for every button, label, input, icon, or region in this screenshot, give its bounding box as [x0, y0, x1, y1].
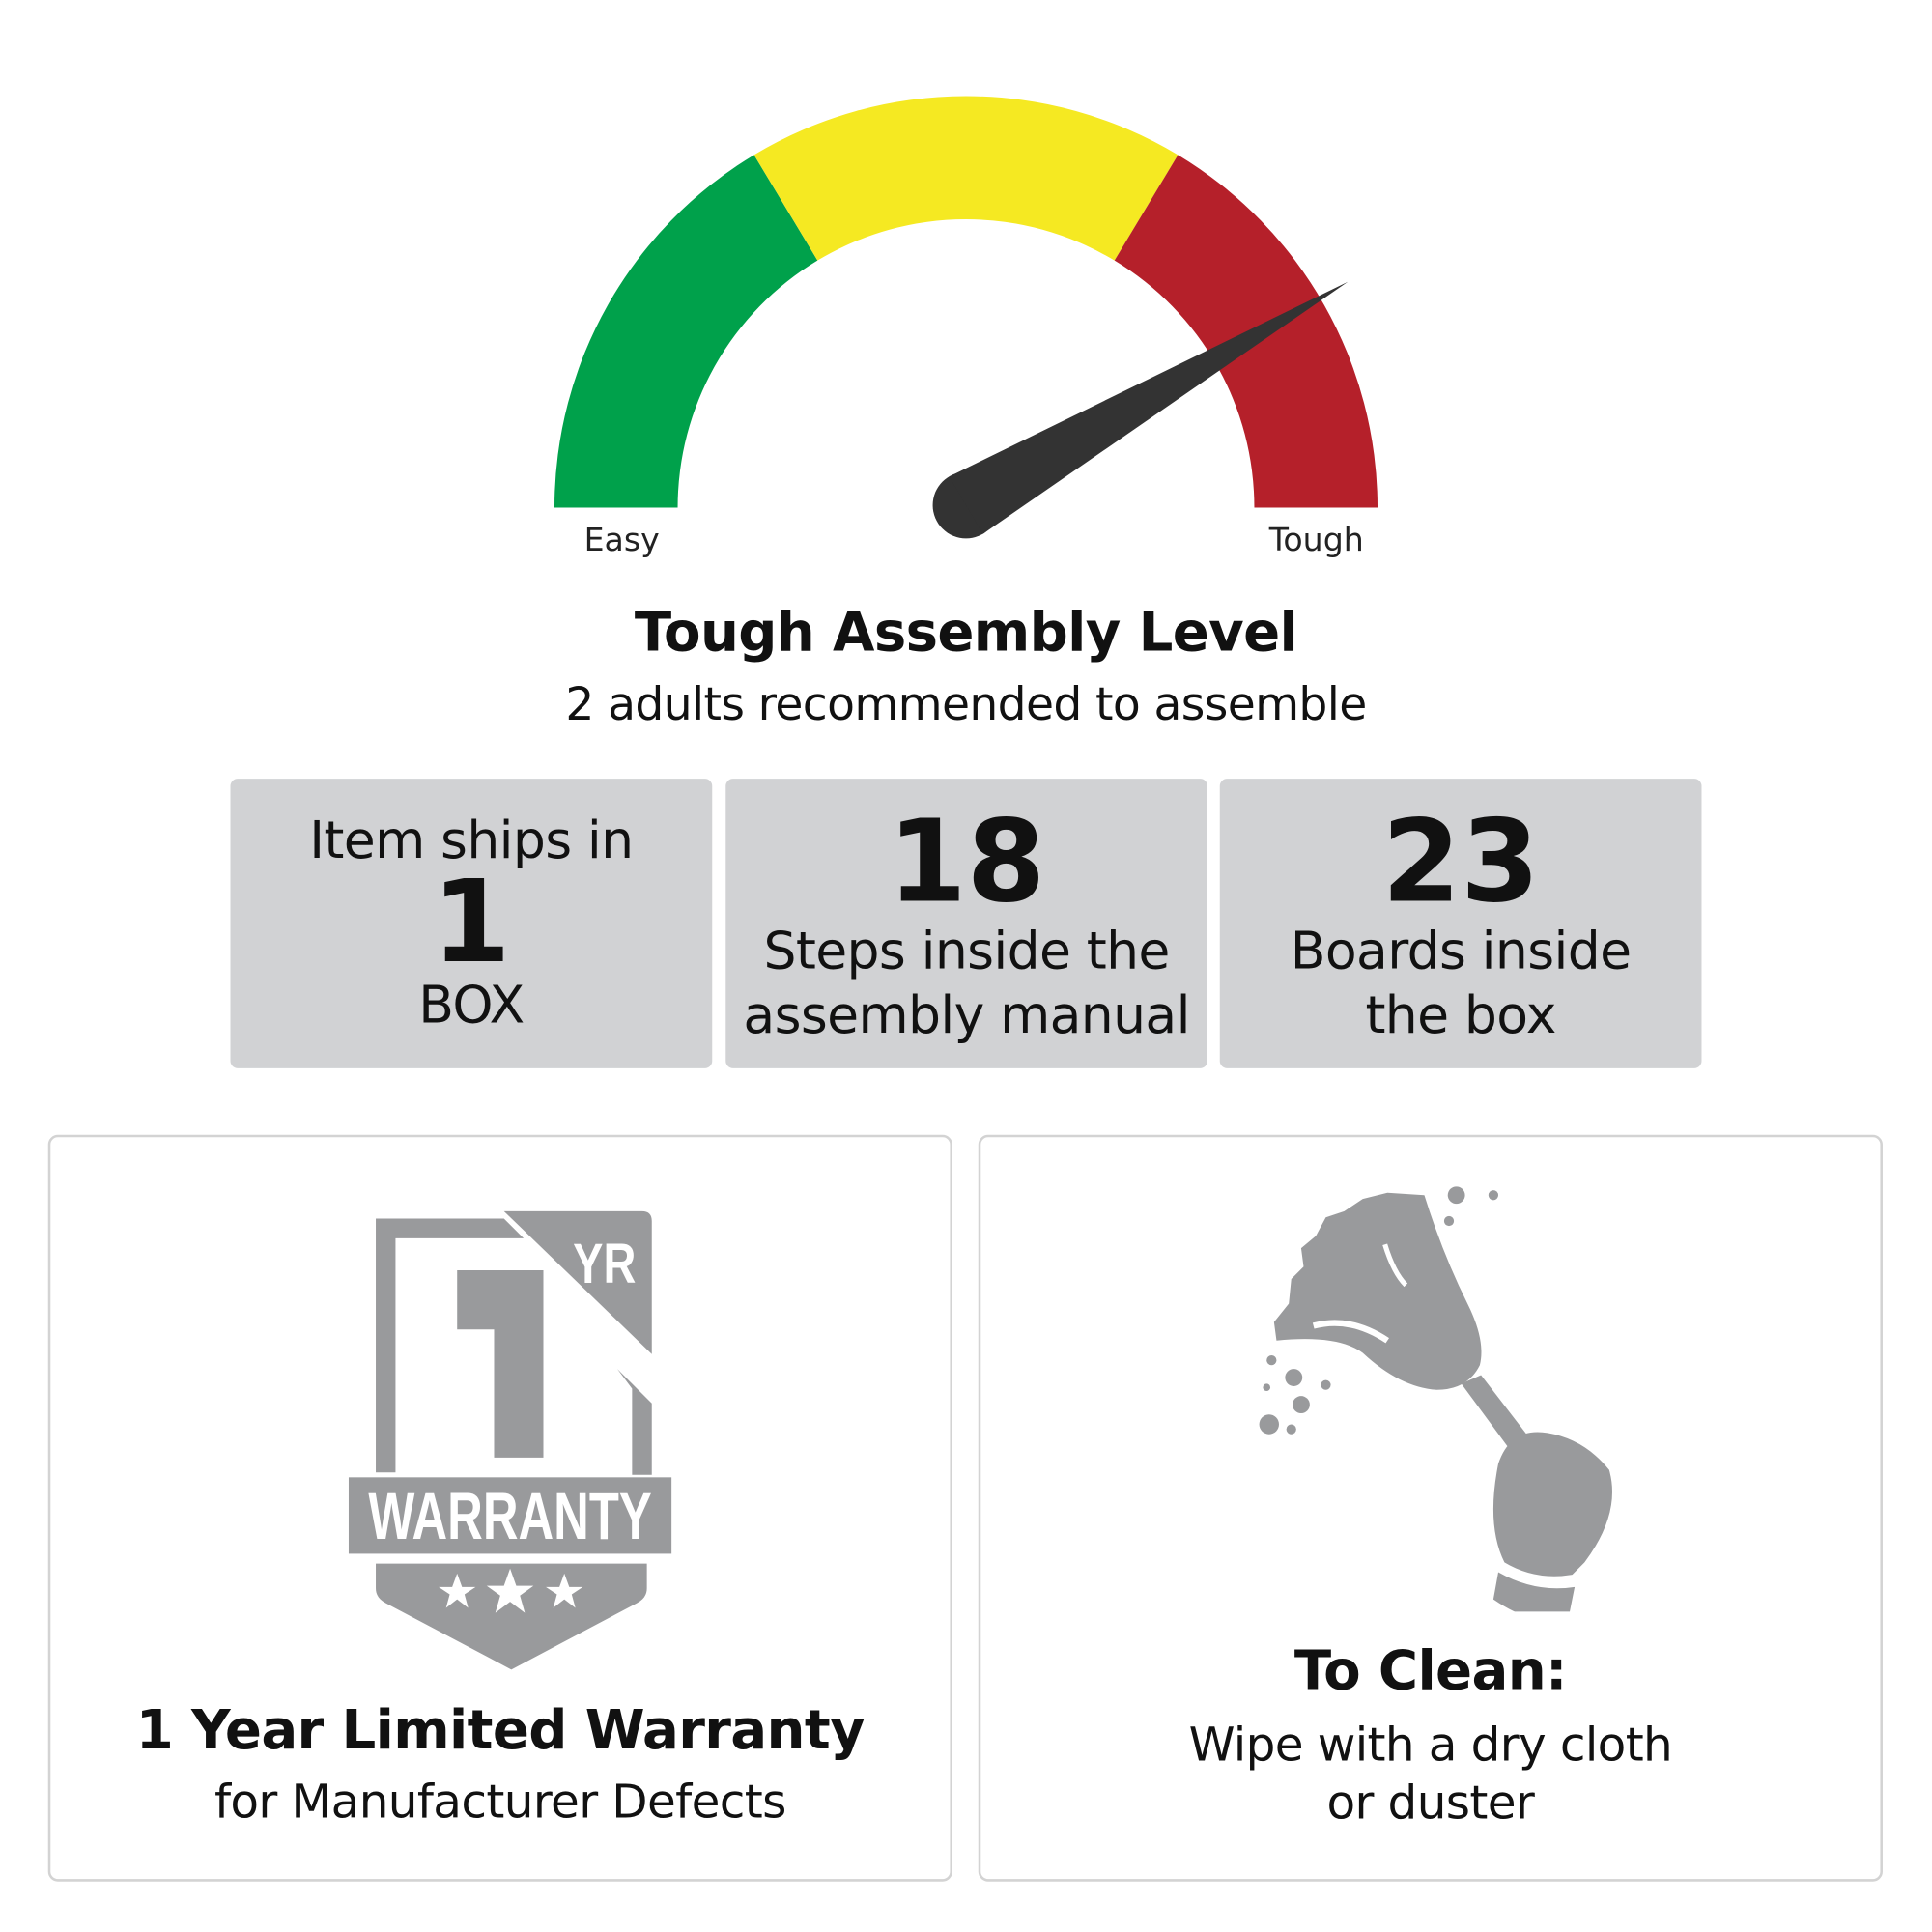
- stat-label: BOX: [418, 974, 525, 1036]
- cleaning-title: To Clean:: [1293, 1639, 1568, 1703]
- gauge-segment-tough: [1114, 155, 1378, 508]
- gauge-min-label: Easy: [583, 522, 660, 560]
- cleaning-line-2: or duster: [1326, 1776, 1535, 1831]
- stat-boards: 23 Boards inside the box: [1219, 779, 1702, 1068]
- stat-label: Steps inside the: [763, 920, 1170, 981]
- gauge-segment-medium: [753, 96, 1179, 261]
- stat-box-count: Item ships in 1 BOX: [230, 779, 713, 1068]
- warranty-subtitle: for Manufacturer Defects: [213, 1774, 786, 1829]
- stat-value: 23: [1381, 795, 1540, 928]
- stat-label: Boards inside: [1290, 920, 1632, 981]
- assembly-level-subtitle: 2 adults recommended to assemble: [565, 677, 1367, 731]
- badge-unit: YR: [573, 1233, 636, 1295]
- warranty-badge-icon: YR WARRANTY: [348, 1210, 672, 1670]
- warranty-card: YR WARRANTY 1 Year Limited Warranty for …: [47, 1134, 952, 1882]
- assembly-gauge: [554, 96, 1378, 539]
- badge-text: WARRANTY: [368, 1479, 651, 1553]
- cleaning-card: To Clean: Wipe with a dry cloth or duste…: [978, 1134, 1883, 1882]
- stat-label: assembly manual: [743, 984, 1190, 1045]
- cleaning-line-1: Wipe with a dry cloth: [1188, 1718, 1673, 1773]
- assembly-level-title: Tough Assembly Level: [634, 601, 1298, 665]
- stat-value: 1: [432, 856, 511, 988]
- stat-label: Item ships in: [309, 810, 634, 870]
- gauge-needle: [932, 281, 1349, 539]
- stat-label: the box: [1365, 984, 1556, 1045]
- gauge-max-label: Tough: [1268, 522, 1364, 560]
- star-icons: [439, 1568, 583, 1613]
- feather-duster-icon: [1259, 1186, 1613, 1612]
- stat-value: 18: [887, 795, 1046, 928]
- warranty-title: 1 Year Limited Warranty: [135, 1698, 866, 1762]
- gauge-segment-easy: [554, 155, 818, 508]
- stat-steps: 18 Steps inside the assembly manual: [725, 779, 1208, 1068]
